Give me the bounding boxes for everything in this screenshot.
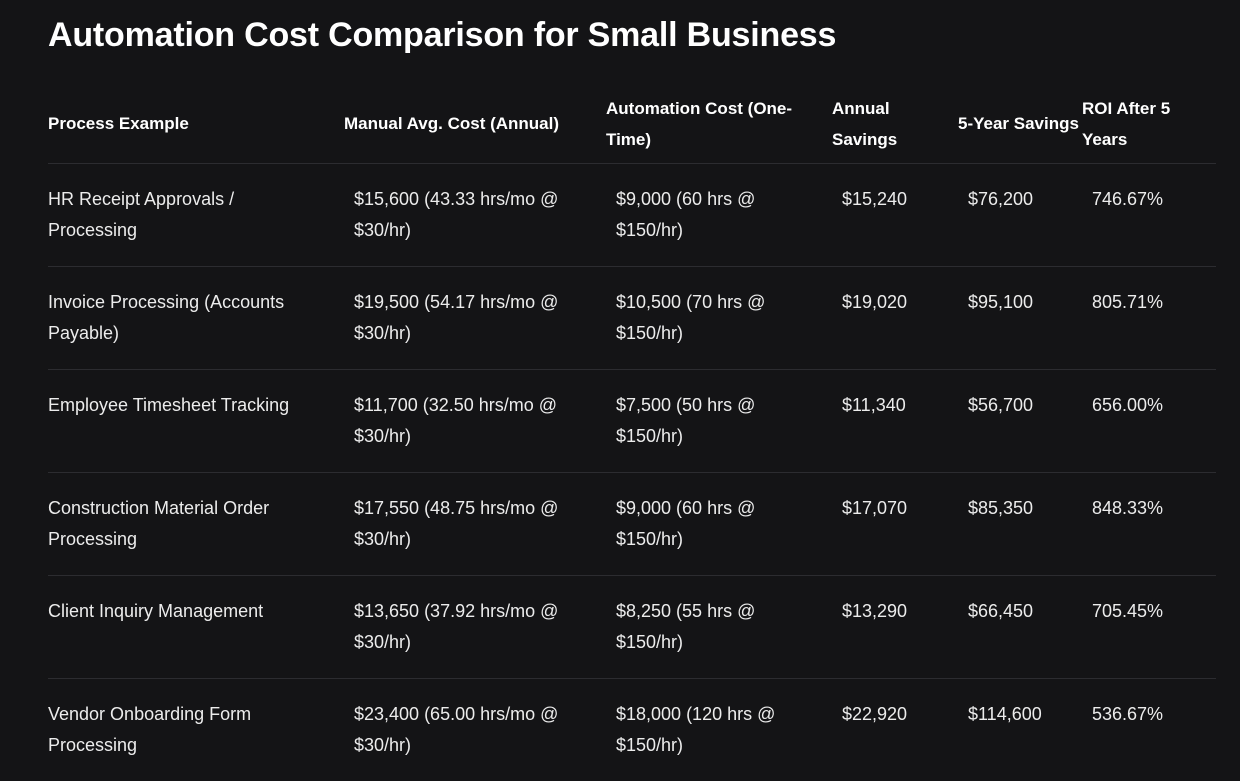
annual-savings-text: $13,290 [832, 576, 958, 627]
manual-cost-text: $17,550 (48.75 hrs/mo @ $30/hr) [344, 473, 606, 555]
column-header-manual-cost: Manual Avg. Cost (Annual) [344, 84, 606, 164]
cell-automation-cost: $9,000 (60 hrs @ $150/hr) [606, 473, 832, 576]
manual-cost-text: $11,700 (32.50 hrs/mo @ $30/hr) [344, 370, 606, 452]
cell-five-year-savings: $85,350 [958, 473, 1082, 576]
annual-savings-text: $11,340 [832, 370, 958, 421]
manual-cost-text: $19,500 (54.17 hrs/mo @ $30/hr) [344, 267, 606, 349]
five-year-savings-text: $95,100 [958, 267, 1082, 318]
cell-process: Employee Timesheet Tracking [48, 370, 344, 473]
table-row: HR Receipt Approvals / Processing $15,60… [48, 164, 1216, 267]
five-year-savings-text: $66,450 [958, 576, 1082, 627]
header-row: Process Example Manual Avg. Cost (Annual… [48, 84, 1216, 164]
roi-text: 848.33% [1082, 473, 1216, 524]
cell-five-year-savings: $56,700 [958, 370, 1082, 473]
roi-text: 536.67% [1082, 679, 1216, 730]
cell-five-year-savings: $66,450 [958, 576, 1082, 679]
automation-cost-text: $9,000 (60 hrs @ $150/hr) [606, 164, 832, 246]
cell-automation-cost: $10,500 (70 hrs @ $150/hr) [606, 267, 832, 370]
cell-annual-savings: $19,020 [832, 267, 958, 370]
automation-cost-text: $10,500 (70 hrs @ $150/hr) [606, 267, 832, 349]
automation-cost-text: $18,000 (120 hrs @ $150/hr) [606, 679, 832, 761]
cell-process: Vendor Onboarding Form Processing [48, 679, 344, 781]
table-body: HR Receipt Approvals / Processing $15,60… [48, 164, 1216, 781]
cell-five-year-savings: $76,200 [958, 164, 1082, 267]
cell-manual-cost: $13,650 (37.92 hrs/mo @ $30/hr) [344, 576, 606, 679]
cell-process: Construction Material Order Processing [48, 473, 344, 576]
annual-savings-text: $22,920 [832, 679, 958, 730]
automation-cost-text: $7,500 (50 hrs @ $150/hr) [606, 370, 832, 452]
five-year-savings-text: $76,200 [958, 164, 1082, 215]
table-row: Vendor Onboarding Form Processing $23,40… [48, 679, 1216, 781]
process-text: Construction Material Order Processing [48, 473, 344, 555]
cell-automation-cost: $9,000 (60 hrs @ $150/hr) [606, 164, 832, 267]
manual-cost-text: $23,400 (65.00 hrs/mo @ $30/hr) [344, 679, 606, 761]
roi-text: 746.67% [1082, 164, 1216, 215]
cell-manual-cost: $23,400 (65.00 hrs/mo @ $30/hr) [344, 679, 606, 781]
table-row: Invoice Processing (Accounts Payable) $1… [48, 267, 1216, 370]
cell-manual-cost: $11,700 (32.50 hrs/mo @ $30/hr) [344, 370, 606, 473]
column-header-five-year-savings: 5-Year Savings [958, 84, 1082, 164]
cell-roi: 705.45% [1082, 576, 1216, 679]
table-row: Construction Material Order Processing $… [48, 473, 1216, 576]
page-title: Automation Cost Comparison for Small Bus… [48, 16, 836, 55]
cell-annual-savings: $22,920 [832, 679, 958, 781]
annual-savings-text: $17,070 [832, 473, 958, 524]
table-header: Process Example Manual Avg. Cost (Annual… [48, 84, 1216, 164]
manual-cost-text: $15,600 (43.33 hrs/mo @ $30/hr) [344, 164, 606, 246]
cell-annual-savings: $11,340 [832, 370, 958, 473]
cost-comparison-table: Process Example Manual Avg. Cost (Annual… [48, 84, 1216, 781]
cell-manual-cost: $15,600 (43.33 hrs/mo @ $30/hr) [344, 164, 606, 267]
five-year-savings-text: $56,700 [958, 370, 1082, 421]
five-year-savings-text: $114,600 [958, 679, 1082, 730]
cell-annual-savings: $17,070 [832, 473, 958, 576]
cell-process: Invoice Processing (Accounts Payable) [48, 267, 344, 370]
roi-text: 705.45% [1082, 576, 1216, 627]
roi-text: 805.71% [1082, 267, 1216, 318]
cell-automation-cost: $8,250 (55 hrs @ $150/hr) [606, 576, 832, 679]
five-year-savings-text: $85,350 [958, 473, 1082, 524]
cell-five-year-savings: $114,600 [958, 679, 1082, 781]
cell-process: Client Inquiry Management [48, 576, 344, 679]
cell-annual-savings: $13,290 [832, 576, 958, 679]
cell-roi: 536.67% [1082, 679, 1216, 781]
cell-roi: 805.71% [1082, 267, 1216, 370]
process-text: HR Receipt Approvals / Processing [48, 164, 344, 246]
cell-automation-cost: $7,500 (50 hrs @ $150/hr) [606, 370, 832, 473]
manual-cost-text: $13,650 (37.92 hrs/mo @ $30/hr) [344, 576, 606, 658]
table-row: Employee Timesheet Tracking $11,700 (32.… [48, 370, 1216, 473]
process-text: Employee Timesheet Tracking [48, 370, 344, 421]
column-header-process: Process Example [48, 84, 344, 164]
cell-manual-cost: $17,550 (48.75 hrs/mo @ $30/hr) [344, 473, 606, 576]
cell-roi: 746.67% [1082, 164, 1216, 267]
cell-roi: 656.00% [1082, 370, 1216, 473]
cell-five-year-savings: $95,100 [958, 267, 1082, 370]
annual-savings-text: $19,020 [832, 267, 958, 318]
column-header-annual-savings: Annual Savings [832, 84, 958, 164]
process-text: Invoice Processing (Accounts Payable) [48, 267, 344, 349]
automation-cost-text: $9,000 (60 hrs @ $150/hr) [606, 473, 832, 555]
cell-automation-cost: $18,000 (120 hrs @ $150/hr) [606, 679, 832, 781]
column-header-automation-cost: Automation Cost (One-Time) [606, 84, 832, 164]
cell-roi: 848.33% [1082, 473, 1216, 576]
annual-savings-text: $15,240 [832, 164, 958, 215]
cell-process: HR Receipt Approvals / Processing [48, 164, 344, 267]
automation-cost-text: $8,250 (55 hrs @ $150/hr) [606, 576, 832, 658]
roi-text: 656.00% [1082, 370, 1216, 421]
table-row: Client Inquiry Management $13,650 (37.92… [48, 576, 1216, 679]
process-text: Client Inquiry Management [48, 576, 344, 627]
column-header-roi: ROI After 5 Years [1082, 84, 1216, 164]
process-text: Vendor Onboarding Form Processing [48, 679, 344, 761]
cell-annual-savings: $15,240 [832, 164, 958, 267]
cell-manual-cost: $19,500 (54.17 hrs/mo @ $30/hr) [344, 267, 606, 370]
